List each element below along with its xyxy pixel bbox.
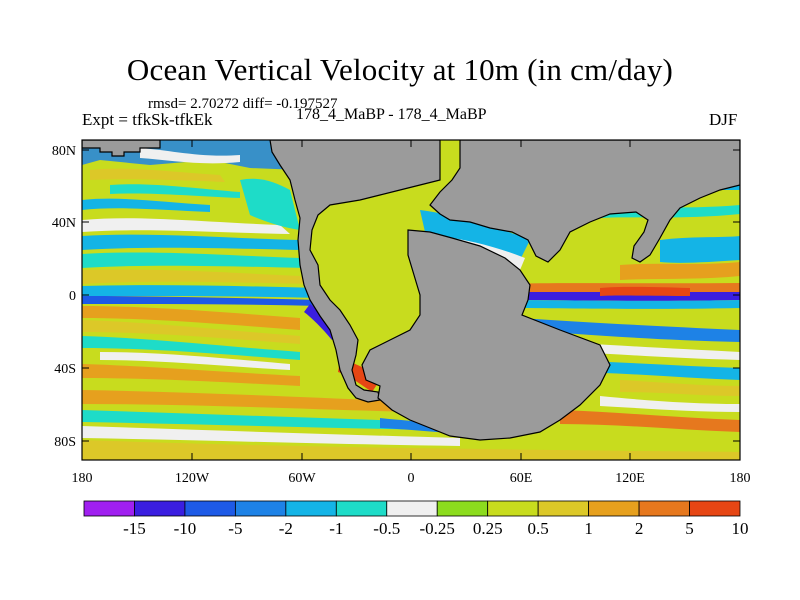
colorbar-swatch (588, 500, 640, 517)
y-tick-label: 40S (54, 362, 76, 377)
x-tick-label: 0 (408, 471, 415, 486)
stats-text: rmsd= 2.70272 diff= -0.197527 (148, 96, 338, 112)
land-europe-asia (429, 140, 740, 263)
colorbar-swatch (83, 500, 135, 517)
x-tick-label: 180 (72, 471, 93, 486)
season-label: DJF (709, 110, 738, 129)
colorbar-swatch (436, 500, 489, 517)
colorbar-swatch (386, 500, 438, 517)
colorbar-swatch (285, 500, 337, 517)
colorbar: -15 -10 -5 -2 -1 -0.5 -0.25 0.25 0.5 1 2 5 10 (83, 500, 749, 538)
colorbar-swatch (689, 500, 741, 517)
colorbar-label: -1 (329, 519, 343, 538)
colorbar-label: -10 (174, 519, 197, 538)
y-tick-label: 0 (69, 289, 76, 304)
colorbar-swatch (638, 500, 690, 517)
colorbar-label: -5 (228, 519, 242, 538)
colorbar-label: -0.5 (373, 519, 400, 538)
colorbar-swatch (134, 500, 186, 517)
x-tick-label: 120W (175, 471, 210, 486)
land-north-west (82, 140, 161, 157)
land-americas (269, 140, 441, 403)
colorbar-label: 1 (584, 519, 593, 538)
y-tick-label: 40N (52, 216, 76, 231)
models-label: 178_4_MaBP - 178_4_MaBP (296, 106, 487, 123)
y-tick-label: 80S (54, 435, 76, 450)
y-axis: 80N 40N 0 40S 80S (52, 144, 740, 450)
x-tick-label: 60E (510, 471, 533, 486)
x-tick-label: 180 (730, 471, 751, 486)
x-axis: 180 120W 60W 0 60E 120E 180 (72, 140, 751, 486)
experiment-label: Expt = tfkSk-tfkEk (82, 110, 213, 129)
colorbar-label: -2 (279, 519, 293, 538)
colorbar-label: 5 (685, 519, 694, 538)
land-masses (82, 140, 740, 441)
colorbar-label: -15 (123, 519, 146, 538)
colorbar-swatch (184, 500, 236, 517)
colorbar-swatch (487, 500, 539, 517)
colorbar-label: 10 (732, 519, 749, 538)
figure-title: Ocean Vertical Velocity at 10m (in cm/da… (126, 52, 674, 87)
colorbar-label: 0.5 (528, 519, 549, 538)
colorbar-label: 2 (635, 519, 644, 538)
x-tick-label: 120E (615, 471, 645, 486)
colorbar-label: -0.25 (420, 519, 455, 538)
y-tick-label: 80N (52, 144, 76, 159)
colorbar-swatch (335, 500, 388, 517)
colorbar-label: 0.25 (473, 519, 503, 538)
colorbar-swatch (234, 500, 287, 517)
colorbar-swatch (537, 500, 590, 517)
x-tick-label: 60W (288, 471, 316, 486)
land-africa-south (361, 229, 611, 441)
